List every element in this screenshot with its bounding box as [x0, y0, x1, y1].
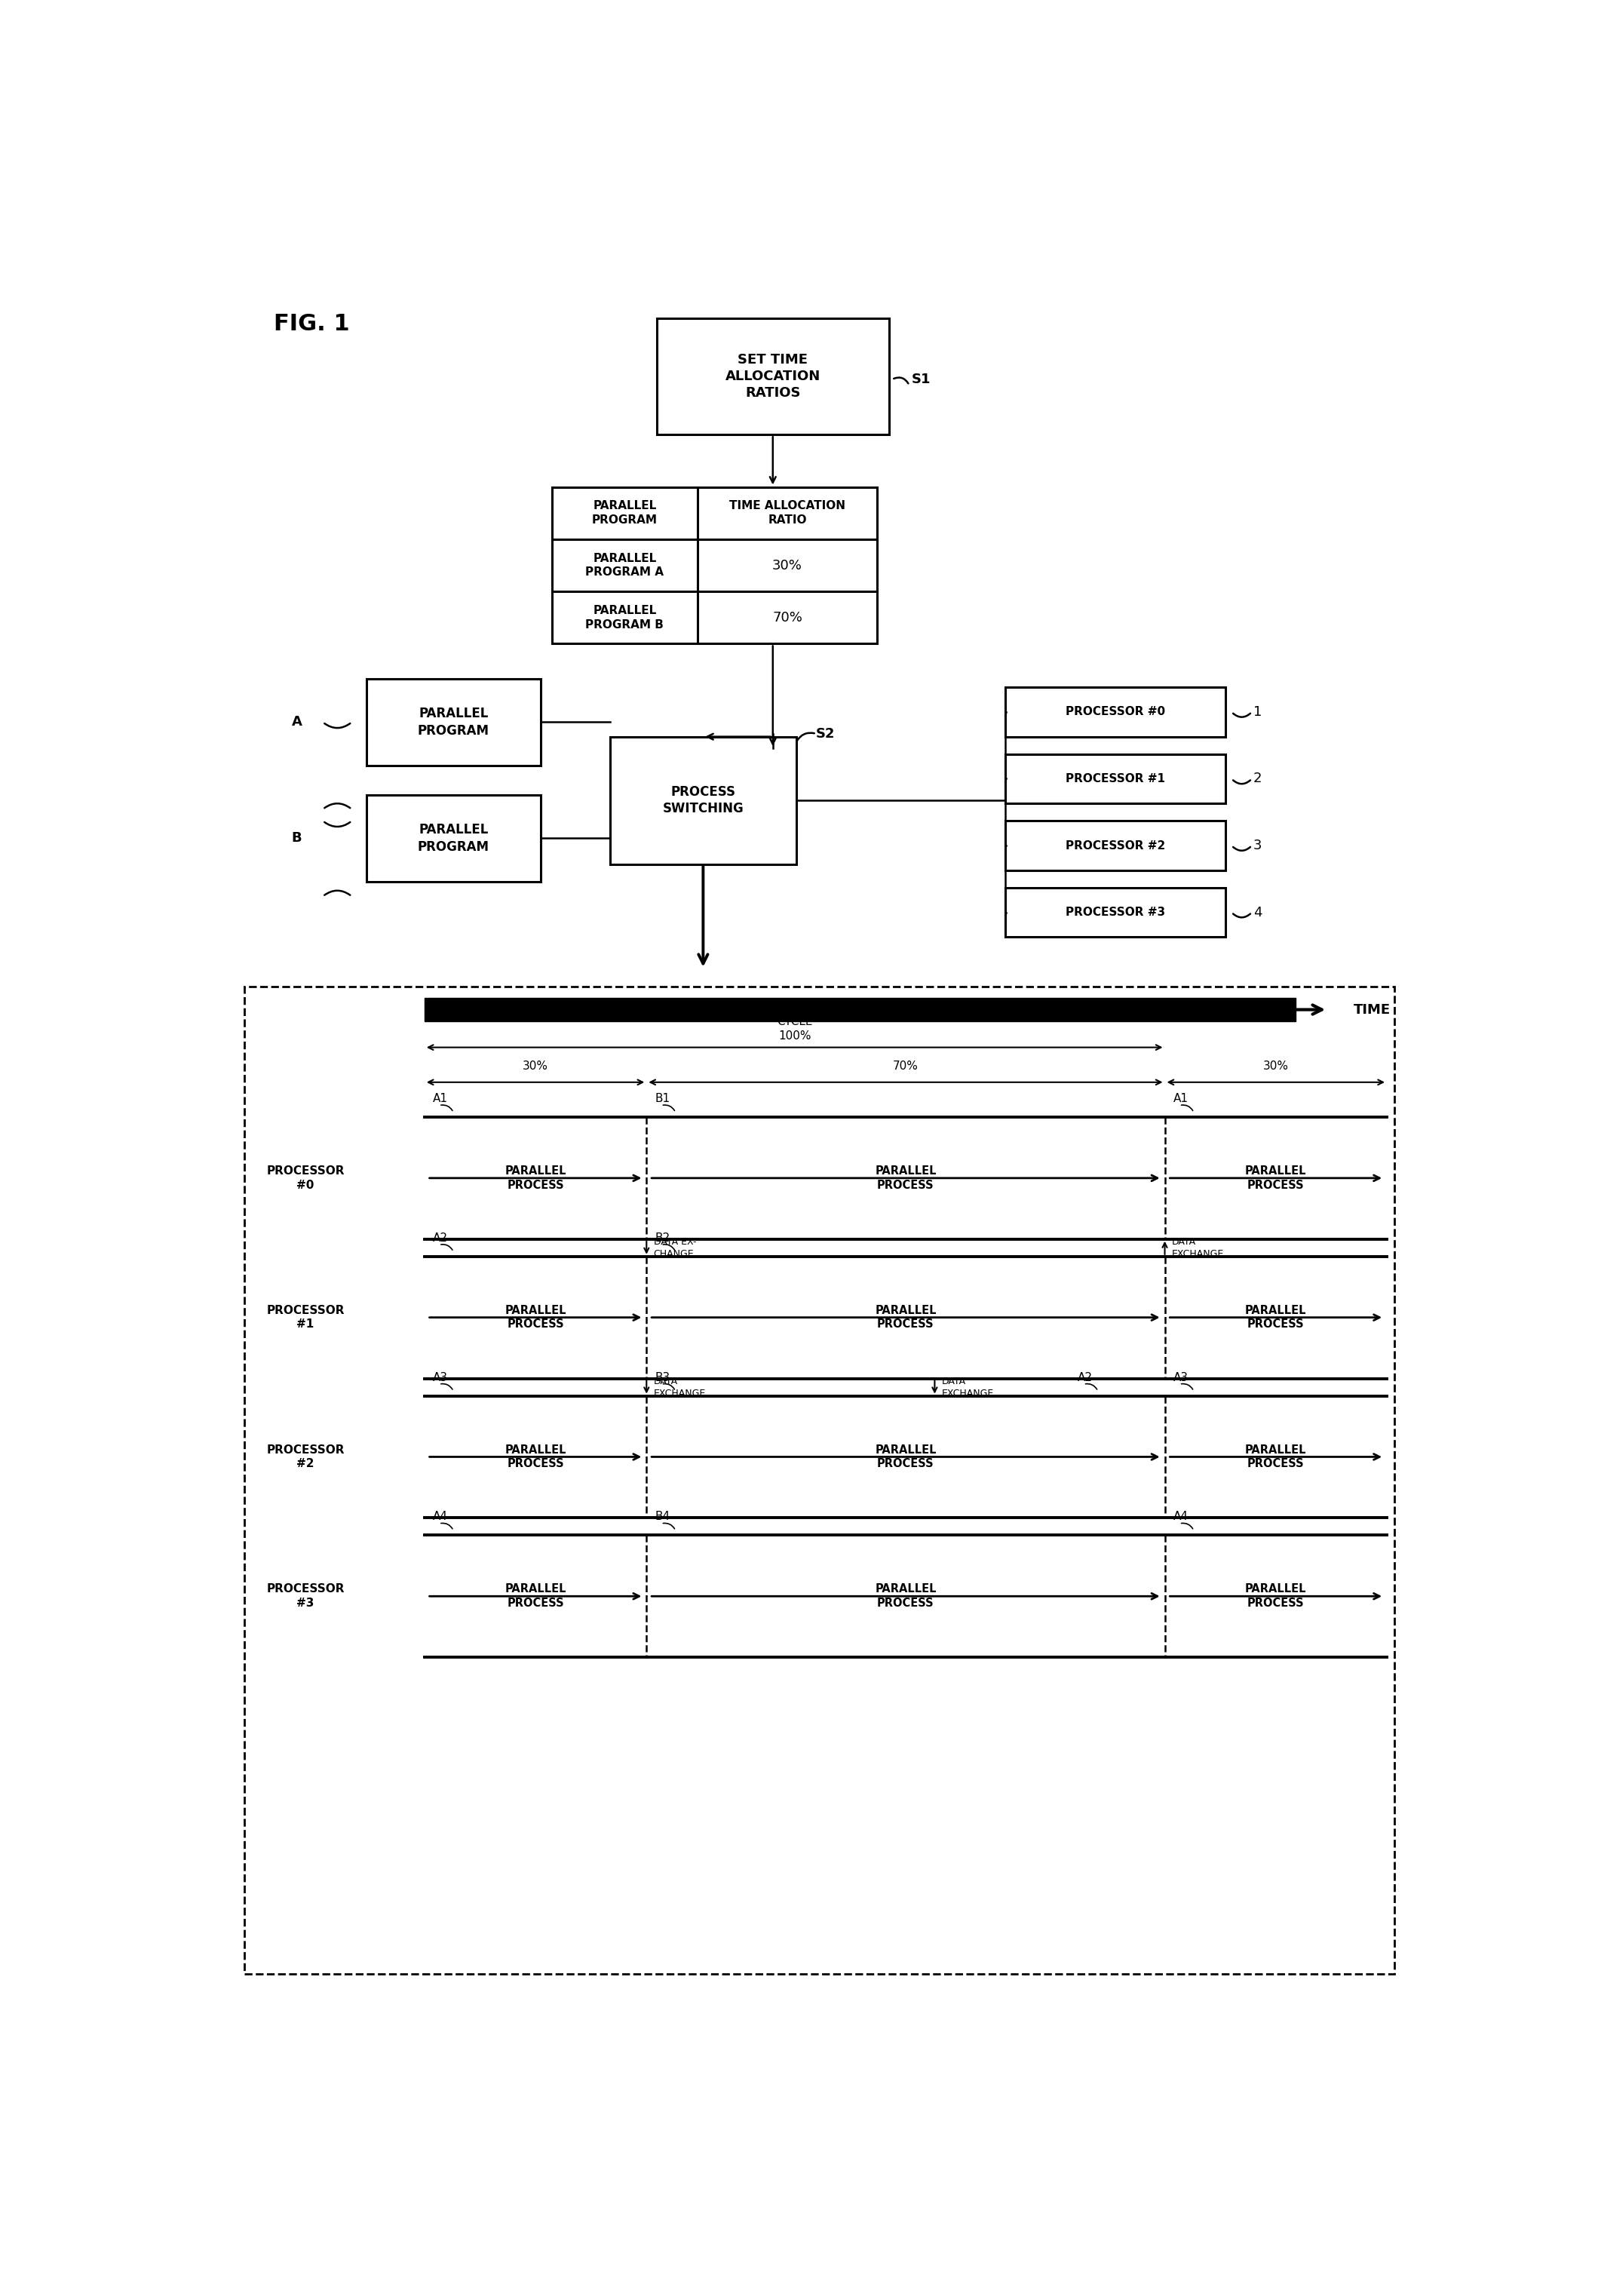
- Text: S2: S2: [815, 728, 834, 742]
- Text: PROCESSOR
#1: PROCESSOR #1: [267, 1304, 345, 1329]
- Text: PROCESSOR #1: PROCESSOR #1: [1066, 774, 1165, 785]
- Text: 30%: 30%: [772, 558, 802, 572]
- Bar: [366, 680, 540, 765]
- Text: PARALLEL
PROCESS: PARALLEL PROCESS: [505, 1584, 566, 1609]
- Text: PARALLEL
PROCESS: PARALLEL PROCESS: [1245, 1584, 1307, 1609]
- Text: B3: B3: [655, 1371, 671, 1382]
- Text: 30%: 30%: [1262, 1061, 1288, 1072]
- Text: B4: B4: [655, 1511, 671, 1522]
- Text: PARALLEL
PROCESS: PARALLEL PROCESS: [876, 1584, 936, 1609]
- Text: 30%: 30%: [523, 1061, 548, 1072]
- Text: A2: A2: [433, 1233, 447, 1244]
- Bar: [1005, 687, 1226, 737]
- Text: A3: A3: [1173, 1371, 1189, 1382]
- Text: PARALLEL
PROCESS: PARALLEL PROCESS: [876, 1444, 936, 1469]
- Text: PARALLEL
PROCESS: PARALLEL PROCESS: [505, 1444, 566, 1469]
- Text: PARALLEL
PROCESS: PARALLEL PROCESS: [1245, 1444, 1307, 1469]
- Text: B2: B2: [655, 1233, 671, 1244]
- Text: A4: A4: [433, 1511, 447, 1522]
- Text: TIME ALLOCATION
RATIO: TIME ALLOCATION RATIO: [729, 501, 845, 526]
- Text: FIG. 1: FIG. 1: [273, 312, 350, 335]
- Text: SET TIME
ALLOCATION
RATIOS: SET TIME ALLOCATION RATIOS: [725, 354, 820, 400]
- Text: 3: 3: [1253, 838, 1262, 852]
- Text: B: B: [291, 831, 302, 845]
- Text: PROCESS
SWITCHING: PROCESS SWITCHING: [663, 785, 743, 815]
- Text: PARALLEL
PROCESS: PARALLEL PROCESS: [876, 1166, 936, 1192]
- Text: PARALLEL
PROCESS: PARALLEL PROCESS: [505, 1304, 566, 1329]
- Text: A1: A1: [1173, 1093, 1189, 1104]
- Bar: [610, 737, 796, 863]
- Text: PARALLEL
PROCESS: PARALLEL PROCESS: [505, 1166, 566, 1192]
- Text: B1: B1: [655, 1093, 671, 1104]
- Text: PROCESSOR #2: PROCESSOR #2: [1066, 840, 1165, 852]
- Text: PARALLEL
PROCESS: PARALLEL PROCESS: [876, 1304, 936, 1329]
- Text: TIME: TIME: [1354, 1003, 1390, 1017]
- Text: 70%: 70%: [893, 1061, 919, 1072]
- Text: CYCLE
100%: CYCLE 100%: [777, 1017, 812, 1042]
- Text: PROCESSOR
#0: PROCESSOR #0: [267, 1166, 345, 1192]
- Text: 1: 1: [1253, 705, 1262, 719]
- Text: PARALLEL
PROGRAM: PARALLEL PROGRAM: [417, 824, 489, 854]
- Text: 70%: 70%: [772, 611, 802, 625]
- Bar: [657, 319, 888, 434]
- Text: DATA
EXCHANGE: DATA EXCHANGE: [1171, 1238, 1224, 1258]
- Text: PARALLEL
PROGRAM B: PARALLEL PROGRAM B: [585, 604, 663, 631]
- Text: DATA
EXCHANGE: DATA EXCHANGE: [941, 1375, 994, 1398]
- Text: A4: A4: [1173, 1511, 1189, 1522]
- Text: PROCESSOR #3: PROCESSOR #3: [1066, 907, 1165, 918]
- Text: S1: S1: [911, 372, 930, 386]
- Bar: [1005, 753, 1226, 804]
- Text: A: A: [291, 716, 302, 728]
- Text: 4: 4: [1253, 905, 1262, 918]
- Bar: [366, 794, 540, 882]
- Text: A3: A3: [433, 1371, 449, 1382]
- Text: PARALLEL
PROGRAM: PARALLEL PROGRAM: [591, 501, 657, 526]
- Text: 2: 2: [1253, 771, 1262, 785]
- Bar: [1005, 889, 1226, 937]
- Text: PARALLEL
PROGRAM A: PARALLEL PROGRAM A: [585, 553, 663, 579]
- Text: A2: A2: [1077, 1371, 1093, 1382]
- Text: PROCESSOR #0: PROCESSOR #0: [1066, 707, 1165, 719]
- Text: PARALLEL
PROGRAM: PARALLEL PROGRAM: [417, 707, 489, 737]
- Text: A1: A1: [433, 1093, 447, 1104]
- Bar: [425, 999, 1296, 1022]
- Text: DATA EX-
CHANGE: DATA EX- CHANGE: [654, 1238, 697, 1258]
- Text: PROCESSOR
#3: PROCESSOR #3: [267, 1584, 345, 1609]
- Text: PROCESSOR
#2: PROCESSOR #2: [267, 1444, 345, 1469]
- Bar: [244, 987, 1393, 1975]
- Text: DATA
EXCHANGE: DATA EXCHANGE: [654, 1375, 706, 1398]
- Text: PARALLEL
PROCESS: PARALLEL PROCESS: [1245, 1166, 1307, 1192]
- Text: PARALLEL
PROCESS: PARALLEL PROCESS: [1245, 1304, 1307, 1329]
- Bar: [1005, 822, 1226, 870]
- Bar: [553, 487, 877, 643]
